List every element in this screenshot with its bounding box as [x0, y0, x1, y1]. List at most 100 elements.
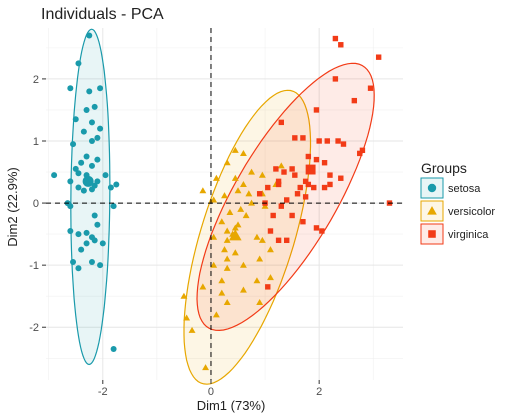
- point-versicolor: [245, 190, 253, 197]
- point-virginica: [359, 147, 366, 153]
- point-versicolor: [237, 205, 245, 212]
- point-setosa: [80, 187, 87, 194]
- point-virginica: [324, 138, 330, 144]
- point-virginica: [367, 85, 374, 91]
- point-versicolor: [253, 233, 261, 240]
- point-setosa: [67, 228, 74, 235]
- point-virginica: [327, 181, 333, 188]
- point-virginica: [265, 284, 271, 290]
- ellipse-virginica: [196, 62, 375, 332]
- point-virginica: [275, 178, 282, 185]
- point-virginica: [311, 184, 317, 191]
- point-virginica: [305, 153, 312, 160]
- point-virginica: [284, 197, 290, 203]
- point-setosa: [107, 184, 114, 191]
- point-setosa: [97, 85, 104, 92]
- point-versicolor: [221, 192, 228, 199]
- point-virginica: [313, 225, 320, 231]
- point-versicolor: [218, 218, 226, 225]
- point-versicolor: [253, 277, 261, 284]
- point-versicolor: [218, 277, 226, 284]
- point-versicolor: [210, 261, 218, 268]
- point-versicolor: [239, 149, 247, 156]
- point-virginica: [292, 135, 298, 141]
- point-virginica: [332, 35, 339, 42]
- point-virginica: [302, 194, 309, 200]
- point-setosa: [83, 240, 90, 247]
- x-tick-label: -2: [98, 386, 108, 398]
- point-setosa: [88, 259, 95, 266]
- point-virginica: [289, 212, 295, 219]
- point-setosa: [102, 172, 109, 179]
- point-versicolor: [210, 196, 218, 203]
- point-setosa: [75, 231, 82, 238]
- point-versicolor: [267, 246, 274, 253]
- legend-label-versicolor: versicolor: [448, 206, 495, 218]
- point-virginica: [338, 42, 344, 48]
- point-setosa: [113, 181, 120, 188]
- point-setosa: [72, 165, 79, 172]
- point-versicolor: [277, 162, 285, 169]
- chart-title: Individuals - PCA: [41, 6, 164, 23]
- point-virginica: [335, 138, 341, 144]
- point-virginica: [316, 138, 322, 144]
- point-versicolor: [226, 208, 234, 215]
- point-versicolor: [256, 298, 264, 305]
- point-versicolor: [221, 246, 228, 253]
- legend-label-virginica: virginica: [448, 229, 489, 241]
- point-versicolor: [223, 236, 231, 243]
- point-virginica: [297, 184, 303, 191]
- point-versicolor: [258, 171, 266, 178]
- point-versicolor: [239, 261, 247, 268]
- point-setosa: [83, 229, 90, 236]
- point-setosa: [97, 262, 104, 269]
- point-setosa: [83, 153, 90, 160]
- point-virginica: [313, 156, 320, 163]
- point-virginica: [275, 237, 282, 244]
- point-setosa: [75, 265, 82, 272]
- x-axis-label: Dim1 (73%): [197, 398, 266, 413]
- legend-marker-setosa: [427, 183, 437, 193]
- point-virginica: [313, 107, 320, 113]
- point-setosa: [110, 203, 117, 210]
- point-setosa: [86, 32, 93, 39]
- point-setosa: [72, 116, 79, 123]
- point-versicolor: [239, 180, 247, 188]
- point-setosa: [94, 134, 101, 141]
- point-virginica: [321, 160, 328, 166]
- point-setosa: [88, 119, 95, 126]
- point-versicolor: [199, 283, 207, 290]
- y-tick-label: 1: [33, 136, 39, 148]
- point-setosa: [94, 156, 101, 163]
- point-versicolor: [202, 364, 210, 371]
- y-tick-label: -2: [29, 322, 39, 334]
- point-setosa: [75, 184, 82, 191]
- point-versicolor: [234, 221, 242, 228]
- point-versicolor: [258, 236, 266, 243]
- point-versicolor: [188, 326, 196, 333]
- point-setosa: [110, 345, 117, 352]
- point-setosa: [67, 203, 74, 210]
- point-virginica: [375, 54, 382, 60]
- point-virginica: [327, 172, 333, 178]
- point-setosa: [83, 106, 90, 113]
- point-virginica: [270, 212, 276, 219]
- reference-lines: [46, 28, 403, 380]
- legend: Groups setosa versicolor virginica: [420, 160, 495, 245]
- point-virginica: [357, 150, 363, 157]
- point-setosa: [97, 125, 104, 132]
- point-setosa: [75, 60, 82, 67]
- y-tick-label: -1: [29, 260, 39, 272]
- point-versicolor: [234, 187, 242, 194]
- point-versicolor: [212, 311, 220, 318]
- point-versicolor: [183, 314, 191, 321]
- point-virginica: [321, 184, 328, 191]
- point-versicolor: [199, 187, 207, 194]
- point-virginica: [267, 228, 274, 234]
- legend-marker-versicolor: [427, 206, 437, 215]
- point-versicolor: [231, 146, 239, 153]
- legend-marker-virginica: [428, 230, 436, 238]
- points: [51, 32, 393, 371]
- ellipse-setosa: [70, 28, 111, 366]
- point-virginica: [284, 237, 290, 244]
